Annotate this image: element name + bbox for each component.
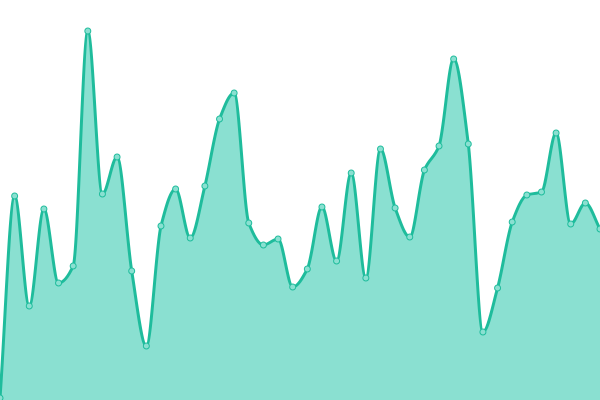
data-point[interactable] xyxy=(347,169,355,177)
data-point[interactable] xyxy=(69,262,77,270)
data-point[interactable] xyxy=(84,27,92,35)
data-point[interactable] xyxy=(128,267,136,275)
data-point[interactable] xyxy=(303,265,311,273)
data-point[interactable] xyxy=(157,222,165,230)
data-point[interactable] xyxy=(113,153,121,161)
data-point[interactable] xyxy=(596,225,600,233)
data-point[interactable] xyxy=(508,218,516,226)
data-point[interactable] xyxy=(25,302,33,310)
data-point[interactable] xyxy=(391,204,399,212)
data-point[interactable] xyxy=(289,283,297,291)
data-point[interactable] xyxy=(55,279,63,287)
data-point[interactable] xyxy=(318,203,326,211)
data-point[interactable] xyxy=(201,182,209,190)
data-point[interactable] xyxy=(494,284,502,292)
data-point[interactable] xyxy=(552,129,560,137)
data-point[interactable] xyxy=(216,115,224,123)
data-point[interactable] xyxy=(172,185,180,193)
data-point[interactable] xyxy=(245,219,253,227)
data-point[interactable] xyxy=(0,394,4,400)
area-fill xyxy=(0,31,600,400)
data-point[interactable] xyxy=(259,241,267,249)
data-point[interactable] xyxy=(274,235,282,243)
data-point[interactable] xyxy=(420,166,428,174)
data-point[interactable] xyxy=(98,190,106,198)
data-point[interactable] xyxy=(333,257,341,265)
data-point[interactable] xyxy=(142,342,150,350)
data-point[interactable] xyxy=(40,205,48,213)
data-point[interactable] xyxy=(230,89,238,97)
data-point[interactable] xyxy=(362,274,370,282)
data-point[interactable] xyxy=(581,199,589,207)
data-point[interactable] xyxy=(376,145,384,153)
data-point[interactable] xyxy=(435,142,443,150)
data-point[interactable] xyxy=(479,328,487,336)
data-point[interactable] xyxy=(11,192,19,200)
data-point[interactable] xyxy=(567,220,575,228)
data-point[interactable] xyxy=(537,188,545,196)
data-point[interactable] xyxy=(523,191,531,199)
data-point[interactable] xyxy=(450,55,458,63)
data-point[interactable] xyxy=(406,233,414,241)
data-point[interactable] xyxy=(186,234,194,242)
series-line xyxy=(0,29,600,399)
data-point[interactable] xyxy=(464,140,472,148)
